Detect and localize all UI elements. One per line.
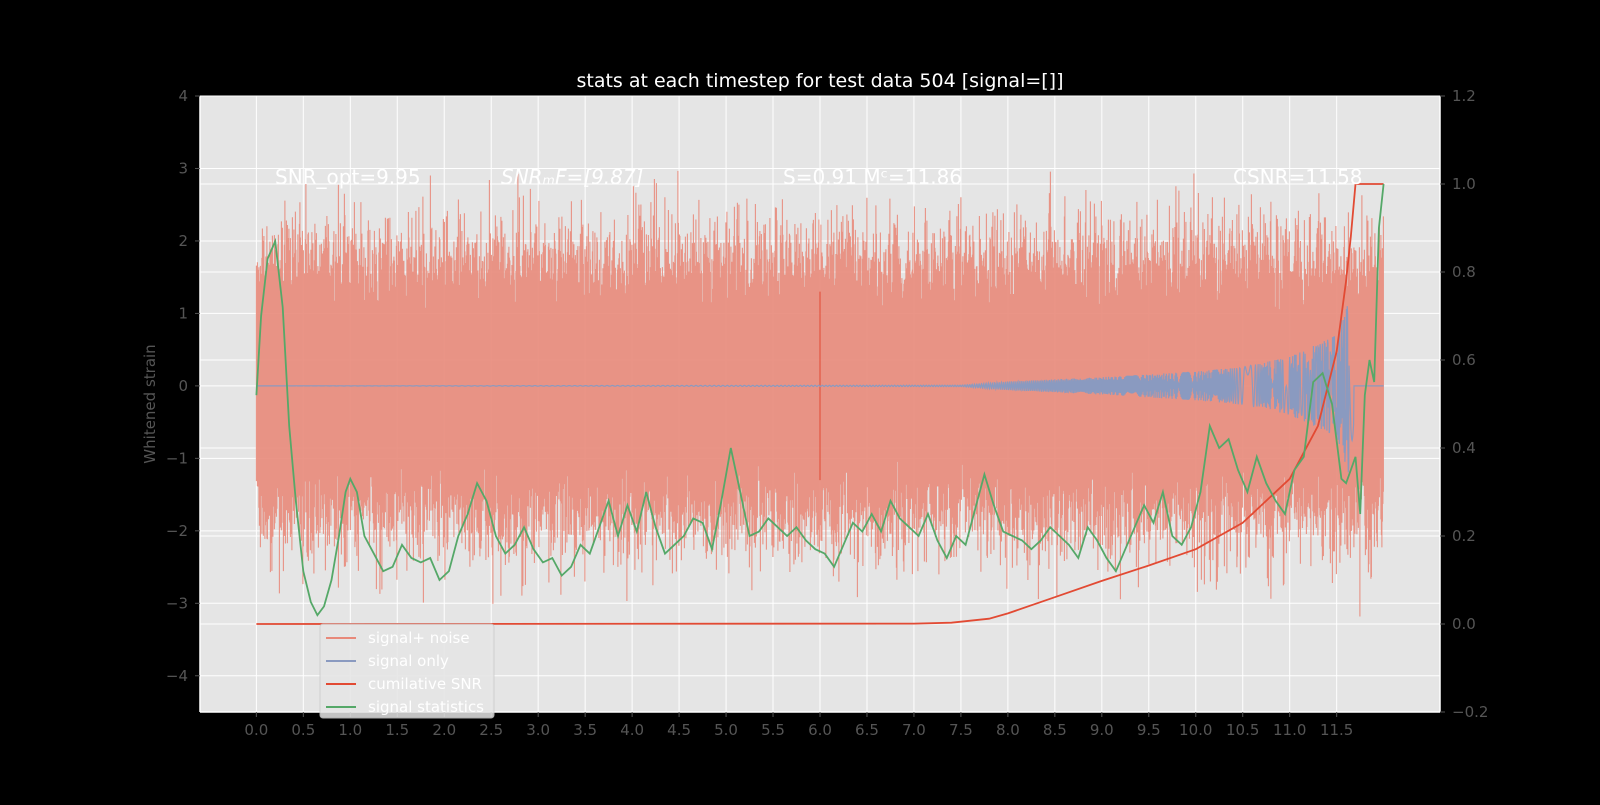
x-tick-label: 8.5 — [1043, 721, 1067, 739]
annotation-csnr: CSNR=11.58 — [1233, 165, 1363, 189]
x-tick-label: 0.5 — [291, 721, 315, 739]
x-tick-label: 7.5 — [949, 721, 973, 739]
legend-label: signal+ noise — [368, 629, 470, 647]
y2-tick-label: 1.2 — [1452, 87, 1476, 105]
y-tick-label: 1 — [178, 304, 188, 322]
series-signal-statistics — [255, 183, 1385, 617]
y2-tick-label: 0.4 — [1452, 439, 1476, 457]
legend-label: signal statistics — [368, 698, 484, 716]
x-tick-label: 5.5 — [761, 721, 785, 739]
x-tick-label: 11.5 — [1320, 721, 1353, 739]
x-tick-label: 1.0 — [338, 721, 362, 739]
y-tick-label: −1 — [166, 449, 188, 467]
x-tick-label: 8.0 — [996, 721, 1020, 739]
legend-box — [319, 623, 495, 719]
legend-label: cumilative SNR — [368, 675, 482, 693]
y2-tick-label: 0.8 — [1452, 263, 1476, 281]
series-cumulative-snr — [256, 183, 1384, 625]
x-tick-label: 0.0 — [244, 721, 268, 739]
legend-label: signal only — [368, 652, 449, 670]
x-tick-label: 1.5 — [385, 721, 409, 739]
x-tick-label: 11.0 — [1273, 721, 1306, 739]
x-tick-label: 5.0 — [714, 721, 738, 739]
y2-tick-label: 0.0 — [1452, 615, 1476, 633]
x-tick-label: 10.5 — [1226, 721, 1259, 739]
legend: signal+ noise signal only cumilative SNR si… — [319, 623, 495, 719]
x-ticks: 0.0 0.5 1.0 1.5 2.0 2.5 3.0 3.5 4.0 4.5 5.0 5.5 6.0 6… — [244, 712, 1353, 739]
annotation-snr-mf: SNRₘF=[9.87] — [501, 165, 643, 189]
x-tick-label: 3.0 — [526, 721, 550, 739]
y2-tick-label: 1.0 — [1452, 175, 1476, 193]
y-ticks-left: −4 −3 −2 −1 0 1 2 3 4 — [166, 87, 200, 685]
y-tick-label: 2 — [178, 232, 188, 250]
x-tick-label: 2.5 — [479, 721, 503, 739]
annotation-snr-opt: SNR_opt=9.95 — [275, 165, 421, 189]
annotation-s-mc: S=0.91 Mᶜ=11.86 — [783, 165, 962, 189]
y-tick-label: 0 — [178, 377, 188, 395]
y2-tick-label: 0.6 — [1452, 351, 1476, 369]
y-axis-label: Whitened strain — [141, 344, 159, 463]
x-tick-label: 9.0 — [1090, 721, 1114, 739]
signal-only-layer — [256, 306, 1384, 473]
series-signal-only — [256, 306, 1384, 473]
lines-layer — [255, 183, 1385, 625]
x-tick-label: 4.5 — [667, 721, 691, 739]
x-tick-label: 10.0 — [1179, 721, 1212, 739]
x-tick-label: 4.0 — [620, 721, 644, 739]
y-tick-label: 4 — [178, 87, 188, 105]
y-ticks-right: −0.2 0.0 0.2 0.4 0.6 0.8 1.0 1.2 — [1440, 87, 1488, 721]
x-tick-label: 3.5 — [573, 721, 597, 739]
x-tick-label: 2.0 — [432, 721, 456, 739]
y-tick-label: 3 — [178, 159, 188, 177]
y-tick-label: −2 — [166, 522, 188, 540]
y2-tick-label: −0.2 — [1452, 703, 1488, 721]
x-tick-label: 7.0 — [902, 721, 926, 739]
x-tick-label: 6.5 — [855, 721, 879, 739]
chart-title: stats at each timestep for test data 504… — [576, 70, 1063, 92]
y2-tick-label: 0.2 — [1452, 527, 1476, 545]
y-tick-label: −3 — [166, 594, 188, 612]
x-tick-label: 6.0 — [808, 721, 832, 739]
y-tick-label: −4 — [166, 667, 188, 685]
x-tick-label: 9.5 — [1137, 721, 1161, 739]
